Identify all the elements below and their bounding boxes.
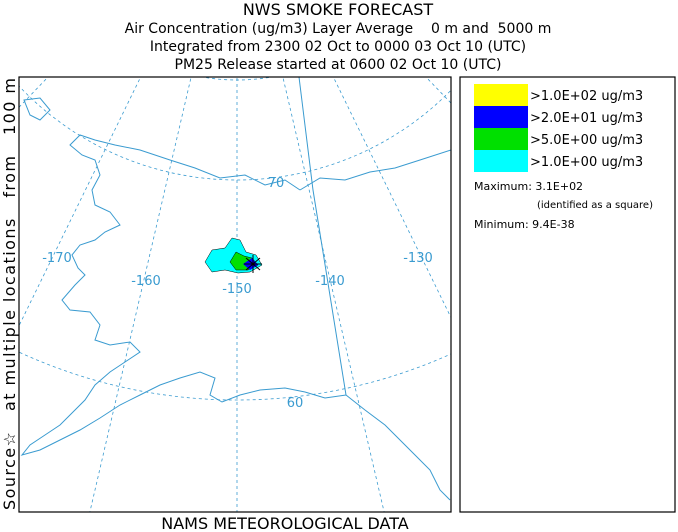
graticule-label: -130 xyxy=(403,251,433,266)
subtitle: PM25 Release started at 0600 02 Oct 10 (… xyxy=(175,57,502,73)
legend-label: >5.0E+00 ug/m3 xyxy=(530,133,643,148)
legend-swatch xyxy=(474,84,528,106)
legend-swatch xyxy=(474,106,528,128)
legend-swatch xyxy=(474,150,528,172)
meridian xyxy=(89,77,192,512)
legend-label: >1.0E+00 ug/m3 xyxy=(530,155,643,170)
graticule-label: -170 xyxy=(42,251,72,266)
graticule-label: -150 xyxy=(222,282,252,297)
side-label: Source☆ at multiple locations from 100 m xyxy=(0,78,19,510)
meridian xyxy=(282,77,385,512)
title: NWS SMOKE FORECAST xyxy=(243,0,434,19)
legend-swatch xyxy=(474,128,528,150)
subtitle: Air Concentration (ug/m3) Layer Average … xyxy=(125,21,552,37)
graticule-label: 60 xyxy=(287,396,304,411)
map: -170 -160 -150 -140 -130 70 60 xyxy=(18,76,452,513)
coastline xyxy=(20,134,451,501)
subtitle: Integrated from 2300 02 Oct to 0000 03 O… xyxy=(150,39,526,55)
map-frame xyxy=(18,76,452,513)
graticule-label: 70 xyxy=(268,176,285,191)
meridian xyxy=(19,77,142,327)
meridian xyxy=(332,77,451,319)
legend-frame xyxy=(459,76,676,513)
footer: NAMS METEOROLOGICAL DATA xyxy=(161,514,409,532)
coastline xyxy=(299,149,451,191)
graticule-label: -160 xyxy=(131,274,161,289)
coastline xyxy=(23,97,51,121)
minimum: Minimum: 9.4E-38 xyxy=(474,218,575,231)
graticule-label: -140 xyxy=(315,274,345,289)
maximum: Maximum: 3.1E+02 xyxy=(474,180,583,193)
legend-label: >2.0E+01 ug/m3 xyxy=(530,111,643,126)
identified-note: (identified as a square) xyxy=(537,200,653,211)
source-markers xyxy=(244,255,262,273)
border xyxy=(298,77,347,396)
legend: Maximum: 3.1E+02 (identified as a square… xyxy=(459,76,676,513)
parallel xyxy=(19,351,451,401)
map-layers xyxy=(19,77,451,512)
legend-label: >1.0E+02 ug/m3 xyxy=(530,89,643,104)
